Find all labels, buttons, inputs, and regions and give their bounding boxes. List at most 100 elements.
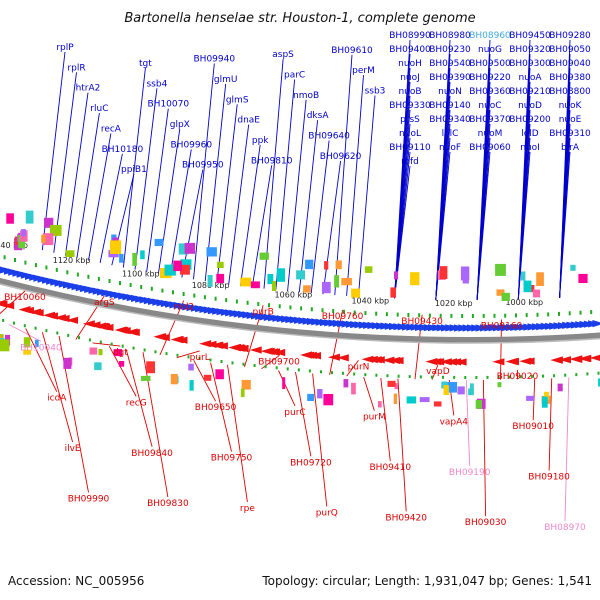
gene-label: BH09700 <box>258 358 300 368</box>
tick-mark <box>97 276 100 281</box>
tick-mark <box>530 375 533 378</box>
tick-mark <box>297 368 300 372</box>
gene-label: BH09320 <box>509 45 551 55</box>
tick-mark <box>547 312 550 317</box>
gene-label: recA <box>101 124 122 134</box>
feature-block <box>441 381 448 389</box>
label-leader <box>298 120 319 293</box>
feature-block <box>118 361 125 367</box>
reverse-gene-arrow <box>96 323 109 331</box>
label-leader <box>397 378 407 512</box>
feature-block <box>410 272 420 286</box>
reverse-gene-arrow <box>559 356 571 364</box>
tick-mark <box>278 304 281 309</box>
reverse-gene-arrow <box>175 336 188 344</box>
gene-label: BH09990 <box>68 494 110 504</box>
tick-mark <box>34 326 37 330</box>
tick-mark <box>419 375 422 379</box>
feature-block <box>140 375 151 381</box>
gene-label: BH09060 <box>469 143 511 153</box>
label-leader <box>92 342 121 347</box>
accession-text: Accession: NC_005956 <box>8 574 144 588</box>
tick-mark <box>246 300 249 305</box>
tick-mark <box>558 311 560 316</box>
label-leader <box>41 332 74 443</box>
feature-block <box>250 281 260 289</box>
tick-mark <box>140 285 143 289</box>
tick-mark <box>2 318 5 322</box>
tick-mark <box>564 373 567 377</box>
feature-block <box>335 260 342 270</box>
gene-label: BH09760 <box>322 312 364 322</box>
label-leader <box>157 128 181 274</box>
gene-label: nuoF <box>439 143 461 153</box>
tick-mark <box>320 370 322 374</box>
feature-block <box>557 383 563 392</box>
gene-label: BH10070 <box>148 100 190 110</box>
tick-mark <box>353 310 356 315</box>
gene-label: BH09640 <box>308 132 350 142</box>
gene-label: dgt <box>113 348 128 358</box>
reverse-gene-arrow <box>432 358 445 366</box>
tick-mark <box>87 274 90 279</box>
feature-block <box>63 357 72 369</box>
label-leader <box>99 153 123 263</box>
tick-mark <box>129 283 132 287</box>
gene-label: BH09300 <box>509 59 551 69</box>
tick-mark <box>214 296 217 301</box>
feature-block <box>364 266 373 273</box>
gene-label: nuoL <box>399 129 421 139</box>
tick-mark <box>493 313 496 318</box>
tick-mark <box>225 298 228 303</box>
feature-block <box>322 281 331 294</box>
gene-label: BH09340 <box>429 115 471 125</box>
gene-label: BH09840 <box>131 449 173 459</box>
label-leader <box>312 373 328 507</box>
reverse-gene-arrow <box>361 355 374 363</box>
feature-block <box>521 271 526 281</box>
gene-label: ilvE <box>65 444 81 454</box>
feature-block <box>180 264 190 275</box>
label-leader <box>261 355 280 370</box>
tick-mark <box>88 338 91 342</box>
gene-label: tgt <box>139 59 152 69</box>
tick-mark <box>110 342 113 346</box>
feature-block <box>276 268 285 282</box>
label-leader <box>346 360 359 377</box>
gene-label: argS <box>94 298 115 308</box>
gene-label: ssb3 <box>365 87 386 97</box>
gene-label: BH09650 <box>195 403 237 413</box>
label-leader <box>548 378 553 471</box>
feature-block <box>206 247 217 257</box>
gene-label: nmoB <box>293 91 319 101</box>
reverse-gene-arrow <box>550 356 563 364</box>
tick-mark <box>161 288 164 293</box>
feature-block <box>146 361 155 374</box>
tick-mark <box>471 314 474 318</box>
gene-label: glmU <box>214 75 238 85</box>
tick-mark <box>286 367 289 371</box>
reverse-gene-arrow <box>229 344 242 352</box>
label-leader <box>517 151 531 300</box>
tick-mark <box>342 371 345 375</box>
reverse-gene-arrow <box>82 320 95 328</box>
reverse-gene-arrow <box>199 340 212 348</box>
feature-block <box>65 250 75 257</box>
feature-block <box>343 379 349 388</box>
tick-mark <box>586 372 589 376</box>
gene-label: BH09310 <box>549 129 591 139</box>
gene-label: nuoM <box>478 129 503 139</box>
gene-label: BH09810 <box>251 156 293 166</box>
gene-label: BH09750 <box>211 454 253 464</box>
feature-block <box>282 377 286 389</box>
gene-label: BH08960 <box>469 31 511 41</box>
tick-mark <box>45 329 48 333</box>
tick-mark <box>187 355 190 359</box>
feature-block <box>23 337 31 348</box>
label-leader <box>193 63 215 280</box>
label-leader <box>64 92 89 256</box>
gene-label: nuoH <box>398 59 422 69</box>
tick-mark <box>519 375 522 379</box>
tick-mark <box>99 340 102 344</box>
